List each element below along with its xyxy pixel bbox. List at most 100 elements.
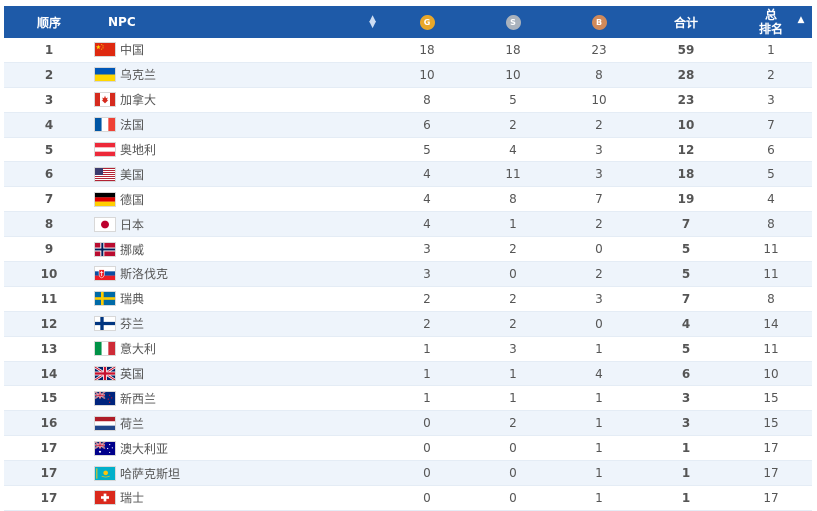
gold-count: 1: [384, 385, 470, 412]
npc-name: 加拿大: [120, 93, 157, 108]
table-row[interactable]: 8 日本 4 1 2 7 8: [4, 211, 812, 238]
total-rank-cell: 3: [730, 87, 812, 113]
npc-cell[interactable]: 中国: [94, 38, 384, 63]
npc-cell[interactable]: 瑞士: [94, 485, 384, 511]
bronze-count: 0: [556, 236, 642, 263]
npc-cell[interactable]: 芬兰: [94, 311, 384, 337]
rank-cell: 17: [4, 485, 94, 511]
npc-cell[interactable]: 澳大利亚: [94, 435, 384, 462]
npc-cell[interactable]: 英国: [94, 361, 384, 387]
npc-cell[interactable]: 哈萨克斯坦: [94, 460, 384, 487]
table-row[interactable]: 2 乌克兰 10 10 8 28 2: [4, 62, 812, 88]
silver-header[interactable]: S: [470, 6, 556, 38]
gold-count: 1: [384, 361, 470, 387]
bronze-count: 1: [556, 460, 642, 487]
table-row[interactable]: 13 意大利 1 3 1 5 11: [4, 336, 812, 362]
npc-name: 乌克兰: [120, 68, 157, 83]
sweden-flag-icon: [94, 291, 116, 307]
table-row[interactable]: 12 芬兰 2 2 0 4 14: [4, 311, 812, 337]
npc-cell[interactable]: 挪威: [94, 236, 384, 263]
silver-count: 2: [470, 311, 556, 337]
total-count: 5: [642, 236, 730, 263]
rank-cell: 8: [4, 211, 94, 238]
table-row[interactable]: 17 澳大利亚 0 0 1 1 17: [4, 435, 812, 462]
silver-count: 4: [470, 137, 556, 163]
medal-table: 顺序 NPC ▲ ▼ G S B 合计: [4, 6, 812, 511]
npc-cell[interactable]: 瑞典: [94, 286, 384, 312]
bronze-count: 0: [556, 311, 642, 337]
table-row[interactable]: 17 瑞士 0 0 1 1 17: [4, 485, 812, 511]
table-row[interactable]: 5 奥地利 5 4 3 12 6: [4, 137, 812, 163]
gold-header[interactable]: G: [384, 6, 470, 38]
total-header-label: 合计: [673, 15, 698, 30]
sort-icon[interactable]: ▲ ▼: [369, 14, 376, 30]
npc-name: 哈萨克斯坦: [120, 466, 181, 481]
npc-cell[interactable]: 新西兰: [94, 385, 384, 412]
npc-name: 法国: [120, 118, 145, 133]
bronze-count: 2: [556, 112, 642, 138]
kazakhstan-flag-icon: [94, 465, 116, 481]
npc-cell[interactable]: 美国: [94, 161, 384, 188]
npc-cell[interactable]: 德国: [94, 186, 384, 213]
gold-count: 6: [384, 112, 470, 138]
total-count: 10: [642, 112, 730, 138]
total-rank-cell: 11: [730, 336, 812, 362]
npc-cell[interactable]: 意大利: [94, 336, 384, 362]
total-count: 23: [642, 87, 730, 113]
total-header[interactable]: 合计: [642, 6, 730, 38]
rank-cell: 5: [4, 137, 94, 163]
npc-cell[interactable]: 日本: [94, 211, 384, 238]
silver-count: 10: [470, 62, 556, 88]
npc-cell[interactable]: 荷兰: [94, 410, 384, 437]
table-row[interactable]: 15 新西兰 1 1 1 3 15: [4, 385, 812, 412]
total-count: 5: [642, 261, 730, 287]
table-row[interactable]: 17 哈萨克斯坦 0 0 1 1 17: [4, 460, 812, 487]
total-rank-header-line1: 总: [764, 8, 777, 22]
bronze-header[interactable]: B: [556, 6, 642, 38]
npc-cell[interactable]: 斯洛伐克: [94, 261, 384, 287]
npc-name: 新西兰: [120, 391, 157, 406]
bronze-count: 1: [556, 435, 642, 462]
npc-cell[interactable]: 奥地利: [94, 137, 384, 163]
total-count: 1: [642, 460, 730, 487]
rank-cell: 12: [4, 311, 94, 337]
silver-count: 11: [470, 161, 556, 188]
table-row[interactable]: 3 加拿大 8 5 10 23 3: [4, 87, 812, 113]
table-row[interactable]: 6 美国 4 11 3 18 5: [4, 161, 812, 188]
total-count: 6: [642, 361, 730, 387]
total-rank-cell: 6: [730, 137, 812, 163]
table-row[interactable]: 4 法国 6 2 2 10 7: [4, 112, 812, 138]
total-count: 28: [642, 62, 730, 88]
bronze-count: 2: [556, 261, 642, 287]
table-row[interactable]: 9 挪威 3 2 0 5 11: [4, 236, 812, 263]
table-row[interactable]: 1 中国 18 18 23 59 1: [4, 38, 812, 63]
table-row[interactable]: 7 德国 4 8 7 19 4: [4, 186, 812, 213]
total-count: 7: [642, 286, 730, 312]
rank-cell: 10: [4, 261, 94, 287]
table-row[interactable]: 11 瑞典 2 2 3 7 8: [4, 286, 812, 312]
total-rank-header[interactable]: 总 排名 ▲: [730, 6, 812, 38]
npc-cell[interactable]: 乌克兰: [94, 62, 384, 88]
australia-flag-icon: [94, 440, 116, 456]
total-rank-cell: 11: [730, 236, 812, 263]
bronze-count: 8: [556, 62, 642, 88]
rank-header[interactable]: 顺序: [4, 6, 94, 38]
table-row[interactable]: 16 荷兰 0 2 1 3 15: [4, 410, 812, 437]
npc-cell[interactable]: 法国: [94, 112, 384, 138]
total-rank-cell: 2: [730, 62, 812, 88]
npc-cell[interactable]: 加拿大: [94, 87, 384, 113]
bronze-count: 10: [556, 87, 642, 113]
gold-count: 0: [384, 460, 470, 487]
total-count: 7: [642, 211, 730, 238]
table-row[interactable]: 10 斯洛伐克 3 0 2 5 11: [4, 261, 812, 287]
total-rank-cell: 11: [730, 261, 812, 287]
total-rank-cell: 17: [730, 460, 812, 487]
npc-header[interactable]: NPC ▲ ▼: [94, 6, 384, 38]
uk-flag-icon: [94, 366, 116, 382]
gold-count: 1: [384, 336, 470, 362]
silver-count: 1: [470, 211, 556, 238]
scroll-up-icon[interactable]: ▲: [797, 15, 805, 25]
table-row[interactable]: 14 英国 1 1 4 6 10: [4, 361, 812, 387]
bronze-count: 1: [556, 410, 642, 437]
medal-standings: 顺序 NPC ▲ ▼ G S B 合计: [4, 6, 812, 511]
